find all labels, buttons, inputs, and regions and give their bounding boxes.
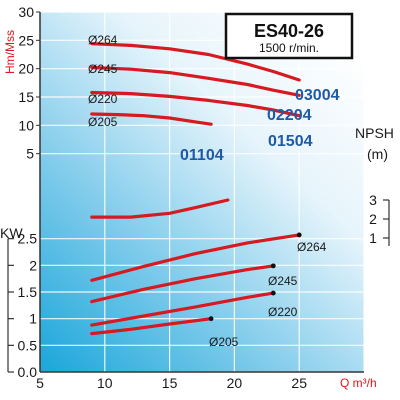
x-tick-label: 25 [291, 375, 307, 391]
curves [90, 42, 302, 336]
power-curve-endpoint [296, 232, 302, 238]
npsh-label: NPSH [355, 125, 394, 141]
head-curve [90, 112, 213, 126]
title-box [224, 12, 354, 60]
npsh-tick-label: 3 [369, 192, 377, 208]
head-curve-model-label: 01104 [180, 147, 224, 164]
head-curve-diameter-label: Ø264 [88, 33, 118, 47]
x-axis-label: Q m³/h [340, 376, 377, 390]
x-tick-label: 20 [227, 375, 243, 391]
plot-background [40, 12, 364, 372]
power-curve-endpoint [270, 290, 276, 296]
power-curve-diameter-label: Ø264 [297, 240, 327, 254]
npsh-unit: (m) [367, 146, 388, 162]
y-tick-label: 25 [18, 32, 34, 48]
head-curve-diameter-label: Ø245 [88, 62, 118, 76]
head-curve-model-label: 03004 [295, 87, 340, 104]
head-curve [90, 42, 301, 82]
x-tick-label: 5 [36, 375, 44, 391]
y-axis-label: Hm/Mss [3, 30, 17, 74]
y-tick-label: 30 [18, 4, 34, 20]
power-curve [90, 317, 213, 336]
chart-subtitle: 1500 r/min. [259, 41, 319, 55]
npsh-tick-label: 1 [369, 230, 377, 246]
y-tick-label: 10 [18, 117, 34, 133]
npsh-curve [90, 198, 230, 219]
chart-title: ES40-26 [254, 21, 324, 41]
kw-tick-label: 1.5 [18, 284, 38, 300]
power-curve-endpoint [208, 316, 214, 322]
power-curve [90, 291, 275, 327]
head-curve [90, 90, 301, 118]
power-curve-diameter-label: Ø205 [209, 335, 239, 349]
power-curve-endpoint [270, 263, 276, 269]
kw-tick-label: 0.0 [18, 364, 38, 380]
kw-tick-label: 2.5 [18, 231, 38, 247]
npsh-tick-label: 2 [369, 211, 377, 227]
power-curve [90, 264, 275, 304]
kw-tick-label: 2 [29, 257, 37, 273]
y-tick-label: 5 [26, 146, 34, 162]
y-tick-label: 15 [18, 89, 34, 105]
x-tick-label: 10 [97, 375, 113, 391]
power-curve-diameter-label: Ø220 [268, 305, 298, 319]
head-curve-diameter-label: Ø220 [88, 92, 118, 106]
power-curve [90, 233, 301, 282]
kw-axis-label: KW [0, 225, 23, 241]
axes: 5 10 15 20 25 5 10 15 20 25 30 0.0 0.5 1 1.5 2 2.5 1 2 3 [7, 4, 390, 391]
head-curve-model-label: 01504 [268, 133, 313, 150]
kw-tick-label: 0.5 [18, 337, 38, 353]
y-tick-label: 20 [18, 61, 34, 77]
kw-tick-label: 1 [29, 311, 37, 327]
head-curve [90, 65, 301, 97]
labels: Ø264 03004 Ø245 02204 Ø220 01504 Ø205 01104 Ø264… [88, 33, 340, 349]
x-tick-label: 15 [162, 375, 178, 391]
head-curve-diameter-label: Ø205 [88, 115, 118, 129]
head-curve-model-label: 02204 [267, 107, 312, 124]
power-curve-diameter-label: Ø245 [268, 274, 298, 288]
